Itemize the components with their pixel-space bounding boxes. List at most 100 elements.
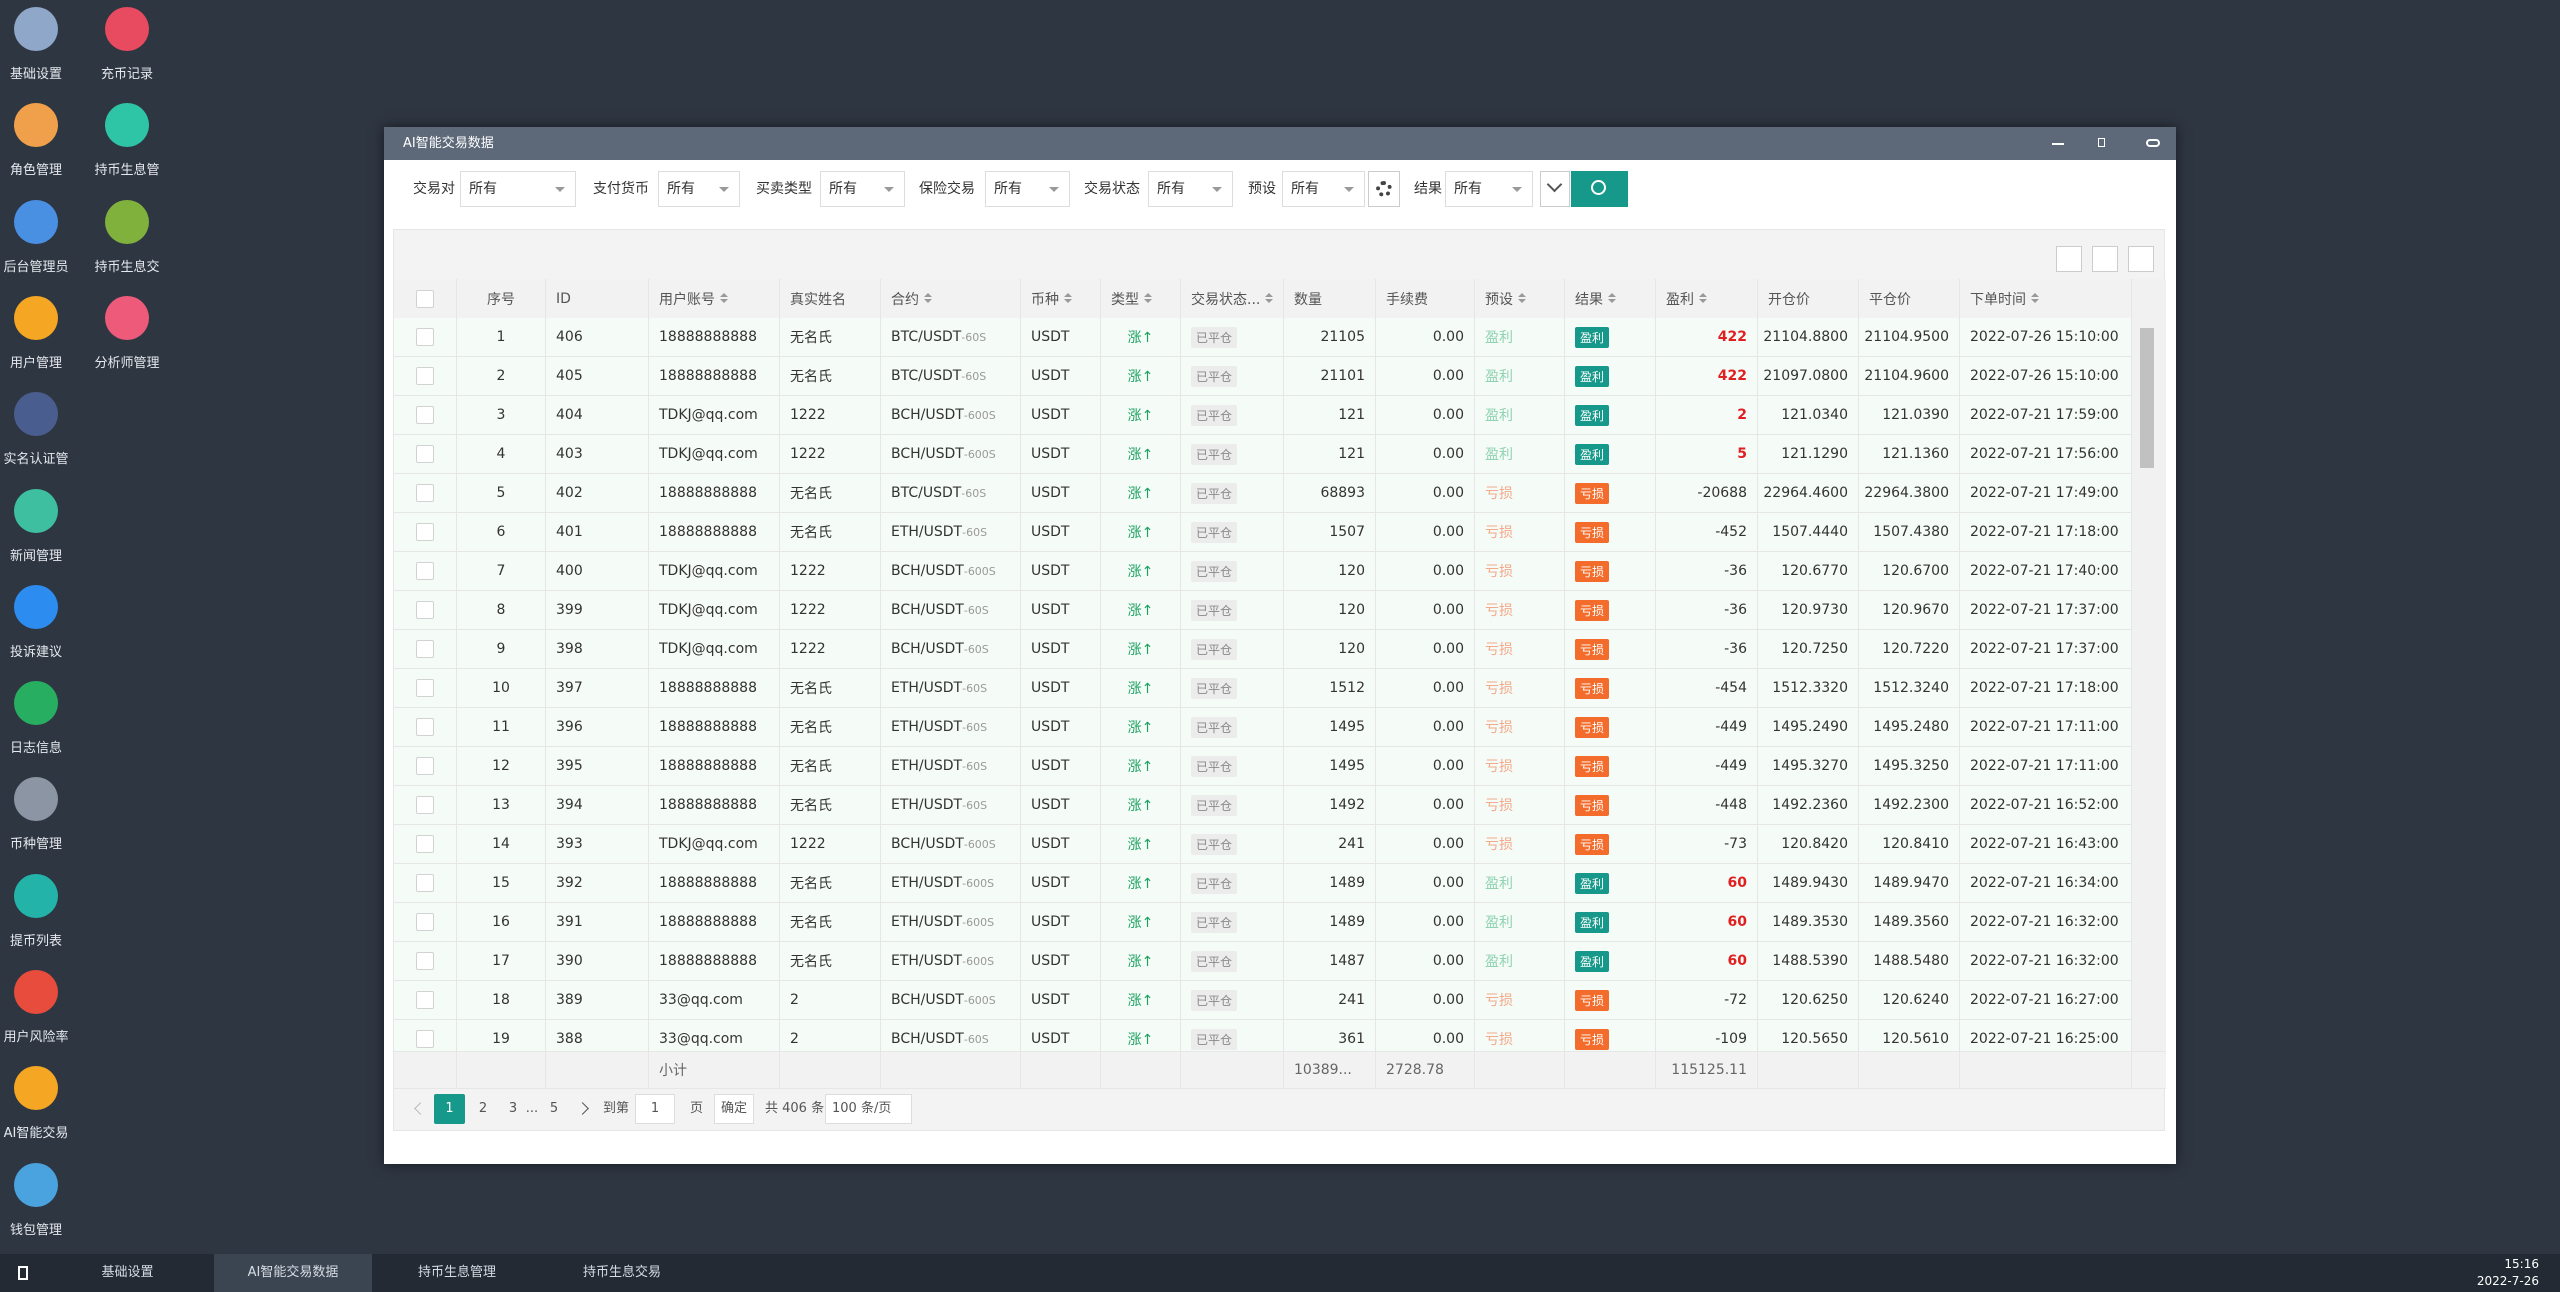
scrollbar-thumb[interactable] — [2140, 328, 2154, 468]
table-cell: 亏损 — [1565, 981, 1656, 1019]
row-checkbox[interactable] — [416, 1030, 434, 1048]
row-checkbox[interactable] — [416, 640, 434, 658]
desktop-icon[interactable] — [105, 103, 149, 148]
table-cell: 15 — [457, 864, 546, 902]
header-cell[interactable]: 币种 — [1021, 279, 1101, 318]
minimize-button[interactable] — [2052, 143, 2064, 145]
row-checkbox[interactable] — [416, 328, 434, 346]
cell-text: 0.00 — [1432, 875, 1464, 891]
header-cell[interactable]: 盈利 — [1656, 279, 1758, 318]
desktop-icon[interactable] — [14, 103, 58, 148]
table-cell: 0.00 — [1376, 669, 1475, 707]
preset-text: 亏损 — [1485, 1032, 1513, 1048]
header-cell[interactable]: 下单时间 — [1960, 279, 2132, 318]
page-size-select[interactable]: 100 条/页 — [825, 1094, 912, 1124]
table-cell: 120.6700 — [1859, 552, 1960, 590]
cell-text: 无名氏 — [790, 369, 832, 385]
table-cell: USDT — [1021, 357, 1101, 395]
filter-select[interactable]: 所有 — [658, 171, 740, 207]
row-checkbox[interactable] — [416, 406, 434, 424]
page-button[interactable]: 5 — [549, 1101, 559, 1116]
start-button[interactable] — [18, 1266, 28, 1280]
row-checkbox[interactable] — [416, 913, 434, 931]
desktop-icon[interactable] — [14, 1162, 58, 1207]
header-cell[interactable]: 交易状态... — [1181, 279, 1284, 318]
status-badge: 已平仓 — [1191, 482, 1238, 504]
goto-label: 到第 — [603, 1101, 630, 1116]
table-cell: 无名氏 — [780, 786, 881, 824]
header-cell[interactable]: 预设 — [1475, 279, 1565, 318]
row-checkbox[interactable] — [416, 874, 434, 892]
desktop-icon[interactable] — [14, 1066, 58, 1111]
row-checkbox[interactable] — [416, 601, 434, 619]
cell-text: 1507.4440 — [1772, 524, 1848, 540]
status-badge: 已平仓 — [1191, 755, 1238, 777]
filter-select[interactable]: 所有 — [820, 171, 905, 207]
desktop-icon[interactable] — [14, 681, 58, 726]
row-checkbox[interactable] — [416, 718, 434, 736]
goto-input[interactable]: 1 — [635, 1094, 675, 1124]
desktop-icon[interactable] — [105, 295, 149, 340]
filter-select[interactable]: 所有 — [985, 171, 1070, 207]
table-cell: 120.5650 — [1758, 1020, 1859, 1051]
filter-select[interactable]: 所有 — [1282, 171, 1365, 207]
row-checkbox[interactable] — [416, 367, 434, 385]
maximize-button[interactable] — [2098, 138, 2105, 147]
row-checkbox[interactable] — [416, 679, 434, 697]
header-cell[interactable]: 结果 — [1565, 279, 1656, 318]
header-cell[interactable]: 合约 — [881, 279, 1021, 318]
row-checkbox[interactable] — [416, 562, 434, 580]
desktop-icon[interactable] — [14, 488, 58, 533]
filter-select[interactable]: 所有 — [1148, 171, 1233, 207]
taskbar-item[interactable]: AI智能交易数据 — [214, 1254, 372, 1292]
header-cell[interactable]: 用户账号 — [649, 279, 780, 318]
confirm-button[interactable]: 确定 — [714, 1094, 754, 1124]
cell-text: 5 — [496, 485, 506, 501]
table-cell: 亏损 — [1565, 513, 1656, 551]
table-cell: -36 — [1656, 591, 1758, 629]
row-checkbox[interactable] — [416, 952, 434, 970]
prev-page[interactable] — [414, 1102, 427, 1115]
close-button[interactable] — [2146, 139, 2160, 147]
row-checkbox[interactable] — [416, 757, 434, 775]
table-cell: 已平仓 — [1181, 708, 1284, 746]
row-checkbox[interactable] — [416, 835, 434, 853]
desktop-icon[interactable] — [14, 873, 58, 918]
filter-select[interactable]: 所有 — [1445, 171, 1533, 207]
taskbar-item[interactable]: 持币生息交易 — [582, 1265, 661, 1280]
page-button[interactable]: 2 — [478, 1101, 488, 1116]
desktop-icon[interactable] — [14, 584, 58, 629]
row-checkbox[interactable] — [416, 991, 434, 1009]
table-cell: 0.00 — [1376, 474, 1475, 512]
page-button[interactable]: 1 — [434, 1094, 465, 1124]
toolbar-button[interactable] — [2092, 246, 2118, 272]
desktop-icon[interactable] — [14, 7, 58, 51]
header-cell[interactable]: 类型 — [1101, 279, 1181, 318]
desktop-icon[interactable] — [14, 295, 58, 340]
desktop-icon[interactable] — [14, 199, 58, 244]
row-checkbox[interactable] — [416, 523, 434, 541]
table-cell: 120.8410 — [1859, 825, 1960, 863]
desktop-icon[interactable] — [105, 199, 149, 244]
taskbar-item[interactable]: 基础设置 — [101, 1265, 154, 1280]
desktop-icon[interactable] — [14, 392, 58, 437]
profit-text: -36 — [1724, 602, 1747, 618]
title-bar: AI智能交易数据 — [384, 127, 2176, 160]
row-checkbox[interactable] — [416, 796, 434, 814]
expand-button[interactable] — [1540, 171, 1570, 207]
row-checkbox[interactable] — [416, 484, 434, 502]
select-all-checkbox[interactable] — [416, 289, 434, 308]
toolbar-button[interactable] — [2056, 246, 2082, 272]
row-checkbox[interactable] — [416, 445, 434, 463]
desktop-icon[interactable] — [105, 7, 149, 51]
cell-text: BCH/USDT — [891, 641, 964, 657]
desktop-icon[interactable] — [14, 777, 58, 822]
taskbar-item[interactable]: 持币生息管理 — [417, 1265, 496, 1280]
table-cell: 1222 — [780, 435, 881, 473]
filter-select[interactable]: 所有 — [460, 171, 576, 207]
toolbar-button[interactable] — [2128, 246, 2154, 272]
desktop-icon[interactable] — [14, 970, 58, 1014]
header-text: 平仓价 — [1869, 291, 1911, 308]
next-page[interactable] — [576, 1102, 589, 1115]
page-button[interactable]: 3 — [508, 1101, 518, 1116]
